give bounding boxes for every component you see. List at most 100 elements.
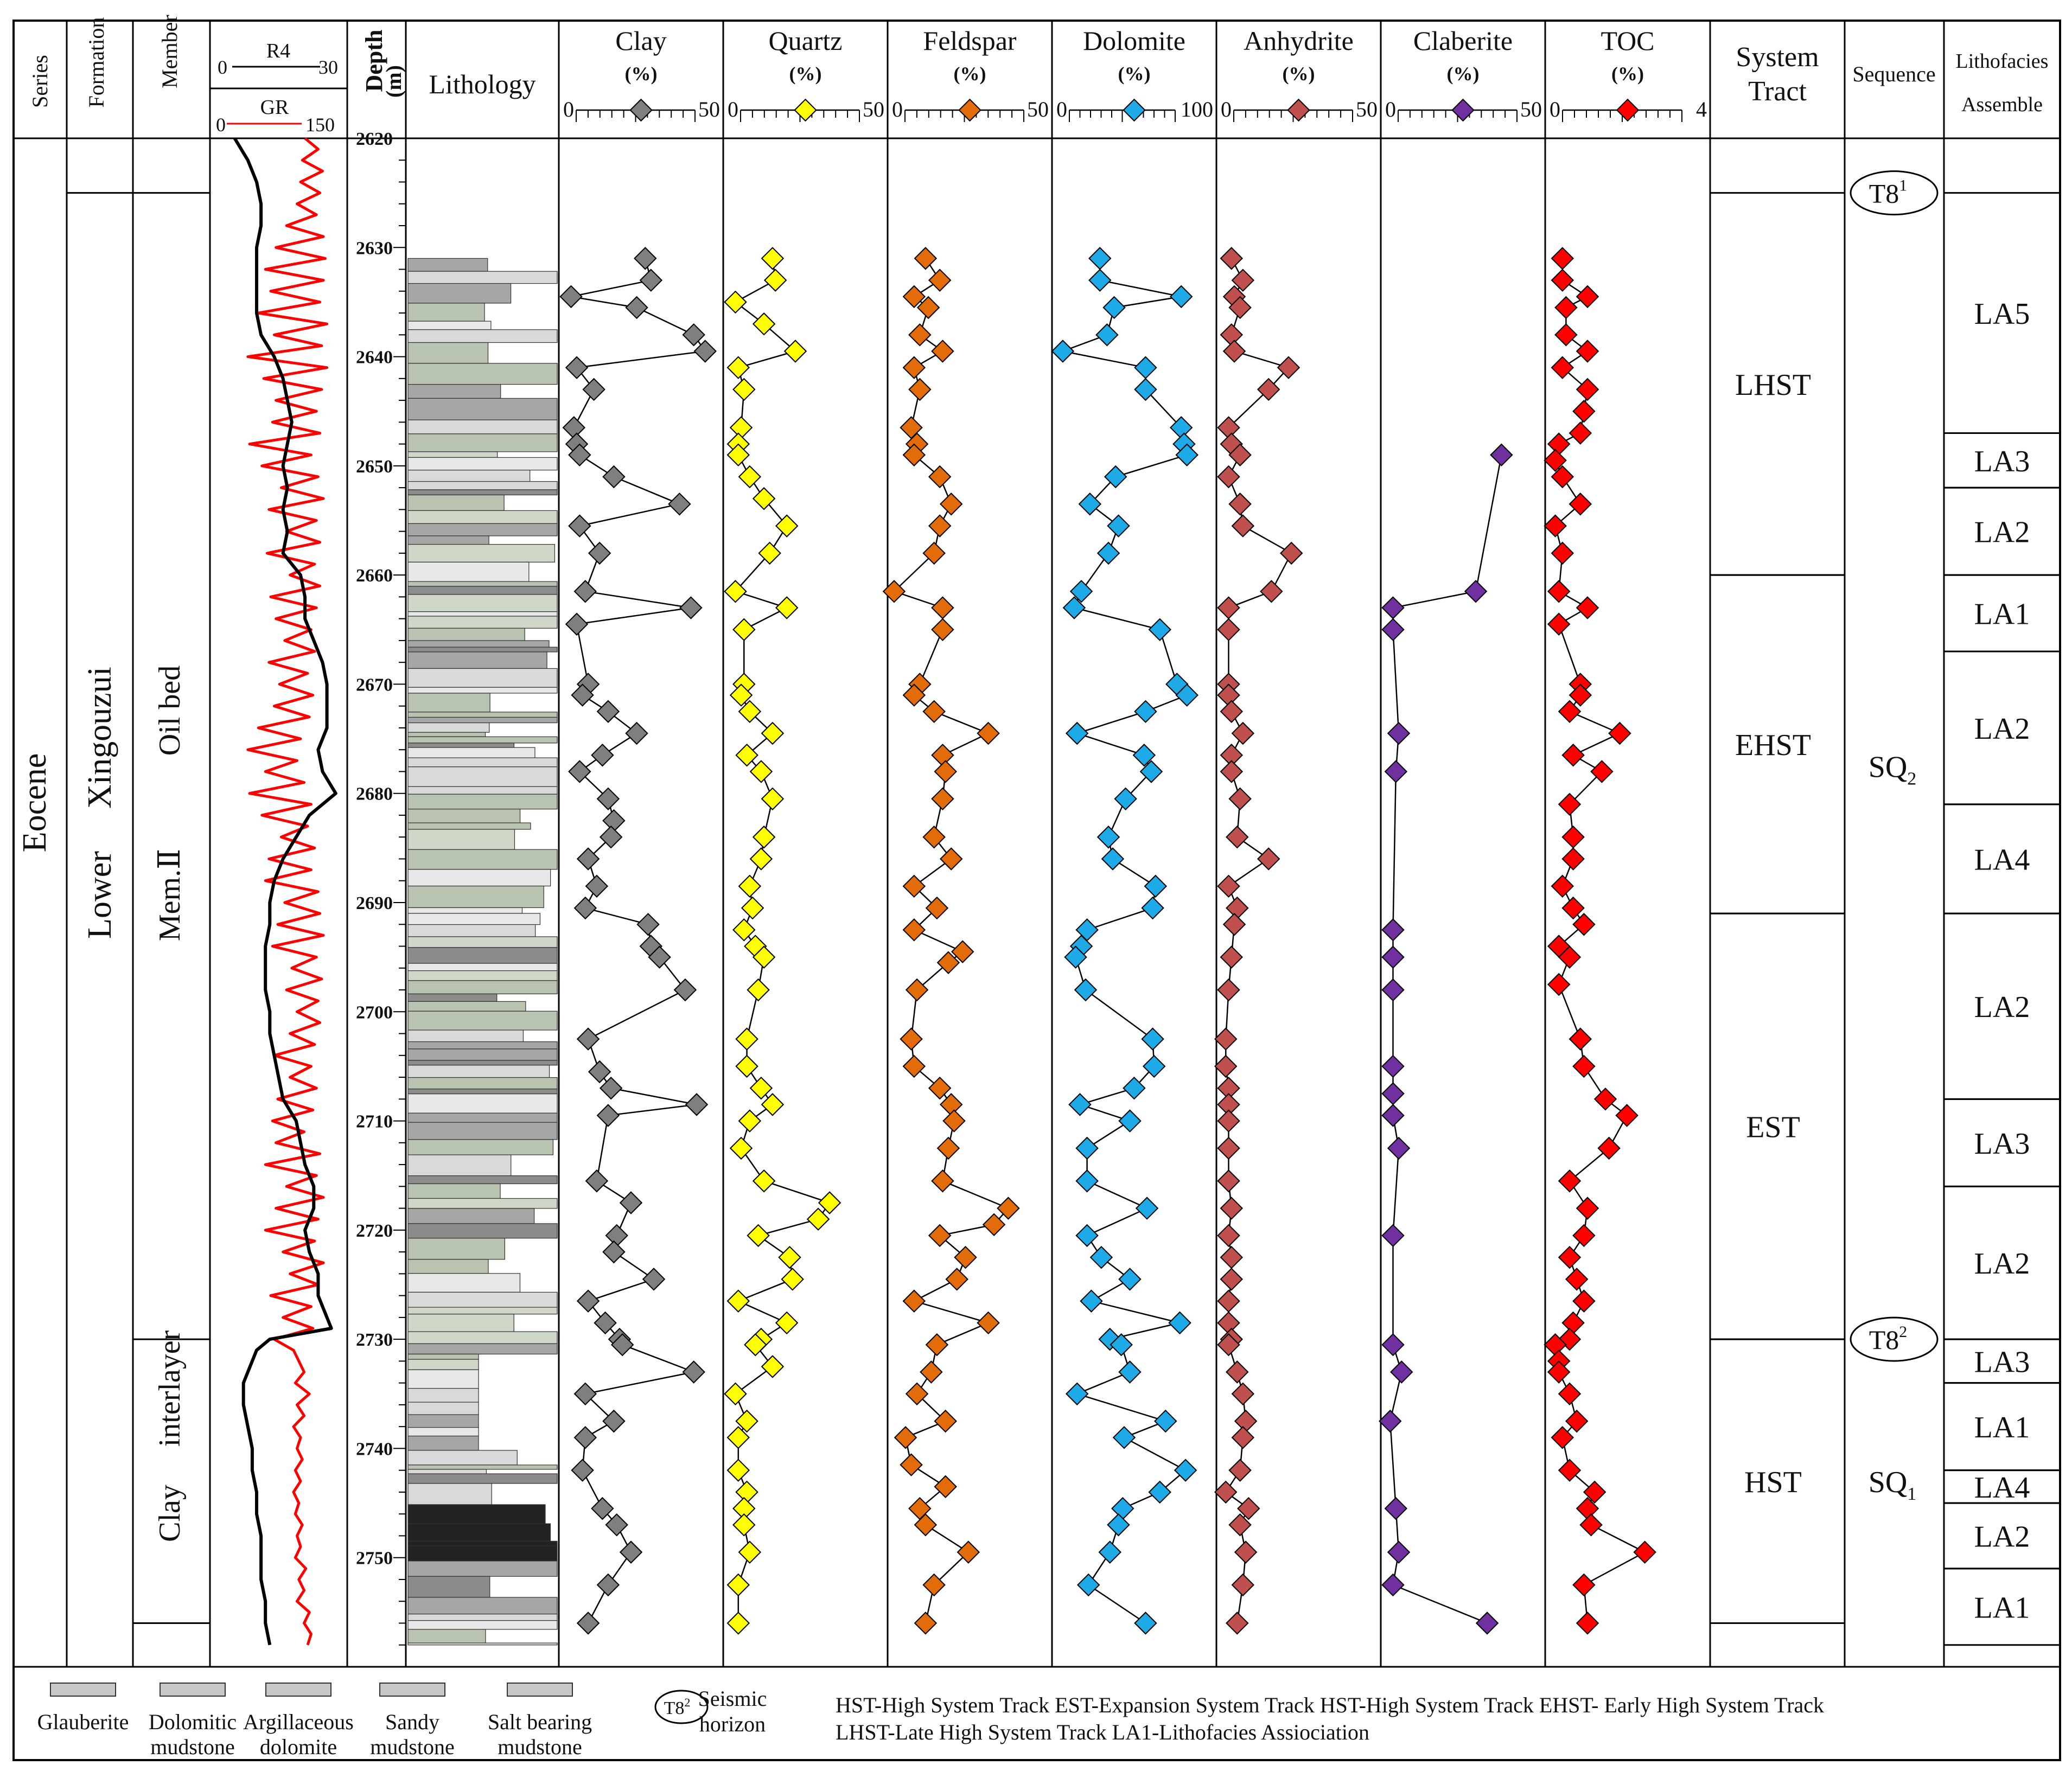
data-point-dolomite: [1118, 1109, 1142, 1133]
track-unit-feldspar: (%): [954, 63, 986, 85]
track-scale-min: 0: [1056, 97, 1067, 121]
lithology-bed: [407, 1048, 558, 1061]
data-point-anhydrite: [1237, 1496, 1260, 1520]
data-point-toc: [1569, 1027, 1592, 1051]
data-point-dolomite: [1096, 826, 1120, 849]
lithology-bed: [407, 398, 558, 420]
lithology-bed: [407, 1464, 558, 1470]
data-point-dolomite: [1134, 700, 1157, 723]
data-point-claberite: [1381, 1333, 1405, 1357]
data-point-feldspar: [934, 1409, 957, 1433]
lithology-bed: [407, 993, 498, 1002]
data-point-quartz: [775, 1311, 799, 1335]
data-point-dolomite: [1154, 1409, 1177, 1433]
data-point-toc: [1547, 612, 1571, 636]
data-point-toc: [1576, 378, 1599, 401]
data-point-anhydrite: [1231, 514, 1255, 538]
data-point-quartz: [735, 1409, 758, 1433]
data-point-clay: [576, 1289, 600, 1313]
data-point-quartz: [747, 978, 770, 1002]
lithology-bed: [407, 586, 558, 595]
lithology-bed: [407, 693, 490, 713]
lithology-bed: [407, 924, 536, 937]
data-point-dolomite: [1112, 1426, 1136, 1449]
gr-scale-max: 150: [305, 114, 335, 136]
data-point-quartz: [778, 1245, 801, 1269]
data-point-feldspar: [982, 1213, 1006, 1237]
data-point-quartz: [738, 465, 762, 489]
legend-seismic-label-2: horizon: [699, 1712, 766, 1736]
legend-label: Sandy: [385, 1710, 439, 1734]
lithology-bed: [407, 594, 558, 612]
data-point-anhydrite: [1234, 1540, 1258, 1564]
data-point-claberite: [1381, 618, 1405, 642]
lithology-bed: [407, 766, 558, 787]
data-point-claberite: [1387, 1540, 1411, 1564]
header-formation: Formation: [84, 17, 109, 108]
data-point-quartz: [752, 826, 776, 849]
data-point-anhydrite: [1217, 1311, 1240, 1335]
data-point-anhydrite: [1231, 1426, 1255, 1449]
lithology-bed: [407, 1414, 479, 1428]
data-point-toc: [1579, 1513, 1603, 1537]
lithofacies-label: LA5: [1974, 297, 2030, 331]
lithology-bed: [407, 1450, 518, 1466]
track-scale-min: 0: [1221, 97, 1232, 121]
data-point-quartz: [761, 247, 785, 270]
track-quartz: Quartz (%) 0 50: [724, 25, 884, 1635]
depth-tick-label: 2700: [356, 1002, 393, 1022]
data-point-feldspar: [939, 493, 963, 516]
data-point-clay: [625, 296, 648, 319]
data-point-toc: [1572, 399, 1596, 423]
lithology-bed: [407, 1427, 479, 1437]
data-point-dolomite: [1175, 443, 1198, 466]
data-point-feldspar: [905, 1382, 929, 1405]
data-point-anhydrite: [1217, 465, 1240, 489]
header-lithofacies-2: Assemble: [1961, 93, 2043, 116]
seismic-horizon-marker: [1850, 1316, 1939, 1362]
data-point-quartz: [729, 416, 753, 439]
legend-label: Dolomitic: [149, 1710, 237, 1734]
data-point-claberite: [1379, 1409, 1402, 1433]
lithology-bed: [407, 717, 558, 724]
data-point-quartz: [806, 1207, 830, 1231]
data-point-anhydrite: [1231, 1573, 1255, 1597]
legend-swatch: [507, 1683, 573, 1697]
data-point-feldspar: [928, 268, 952, 292]
data-point-clay: [573, 1382, 597, 1406]
data-point-quartz: [735, 1054, 758, 1078]
data-point-toc: [1558, 945, 1582, 969]
data-point-quartz: [732, 1496, 756, 1520]
system-tracts: LHST EHST EST HST: [1710, 192, 1845, 1624]
data-point-dolomite: [1175, 683, 1198, 707]
data-point-anhydrite: [1231, 268, 1255, 292]
track-unit-toc: (%): [1611, 63, 1644, 85]
gr-curve: [246, 137, 329, 1646]
lithology-bed: [407, 1369, 479, 1389]
lithology-bed: [407, 1001, 526, 1012]
data-point-toc: [1572, 1289, 1596, 1313]
data-point-anhydrite: [1231, 1382, 1255, 1406]
data-point-dolomite: [1069, 580, 1093, 603]
data-point-feldspar: [931, 340, 954, 363]
data-point-feldspar: [931, 744, 954, 767]
data-point-feldspar: [939, 847, 963, 871]
legend-label: Glauberite: [37, 1710, 129, 1734]
legend-label: mudstone: [370, 1735, 455, 1759]
depth-axis: 2620 2630 2640 2650 2660 2670 2680 2690 2700 2710…: [356, 129, 406, 1646]
data-point-clay: [559, 285, 583, 309]
data-point-clay: [573, 580, 597, 603]
member-oil-bed: Oil bed: [153, 666, 187, 756]
data-point-quartz: [724, 580, 747, 603]
formation-lower: Lower: [81, 851, 118, 939]
data-point-toc: [1597, 1136, 1621, 1160]
data-point-toc: [1561, 744, 1585, 767]
lithology-bed: [407, 1065, 550, 1078]
system-tract-label: LHST: [1735, 368, 1811, 402]
data-point-anhydrite: [1217, 683, 1240, 707]
lithology-bed: [407, 419, 558, 434]
data-point-feldspar: [922, 1573, 946, 1597]
data-point-feldspar: [931, 1169, 954, 1193]
data-point-dolomite: [1142, 1054, 1166, 1078]
